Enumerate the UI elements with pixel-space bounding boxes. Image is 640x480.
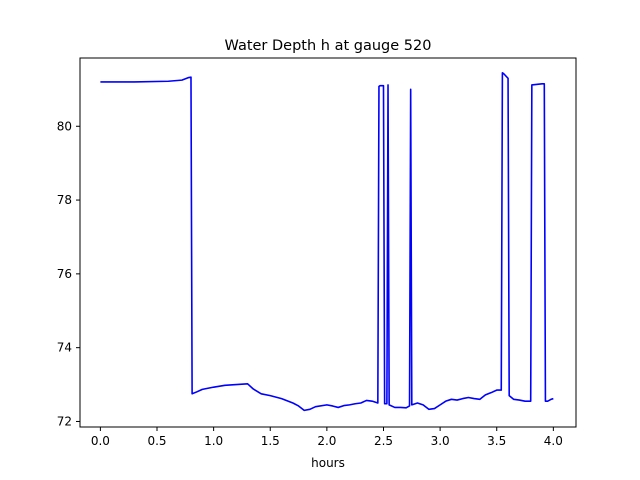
y-tick-label: 78	[57, 193, 72, 207]
x-tick-label: 3.5	[487, 434, 506, 448]
series-line-0	[100, 71, 554, 412]
chart-title: Water Depth h at gauge 520	[225, 38, 432, 54]
x-tick-label: 2.0	[317, 434, 336, 448]
y-tick-label: 74	[57, 341, 72, 355]
x-tick-label: 4.0	[544, 434, 563, 448]
x-tick-label: 2.5	[374, 434, 393, 448]
x-tick-label: 1.0	[204, 434, 223, 448]
y-axis-ticks: 72 74 76 78 80	[57, 119, 80, 428]
y-tick-label: 72	[57, 414, 72, 428]
x-tick-label: 1.5	[261, 434, 280, 448]
y-tick-label: 76	[57, 267, 72, 281]
plot-area	[100, 71, 554, 412]
axes-frame	[79, 57, 577, 428]
x-axis-ticks: 0.0 0.5 1.0 1.5 2.0 2.5 3.0 3.5 4.0	[91, 427, 563, 448]
x-tick-label: 0.5	[147, 434, 166, 448]
y-tick-label: 80	[57, 119, 72, 133]
x-axis-label: hours	[311, 456, 345, 470]
x-tick-label: 3.0	[431, 434, 450, 448]
x-tick-label: 0.0	[91, 434, 110, 448]
